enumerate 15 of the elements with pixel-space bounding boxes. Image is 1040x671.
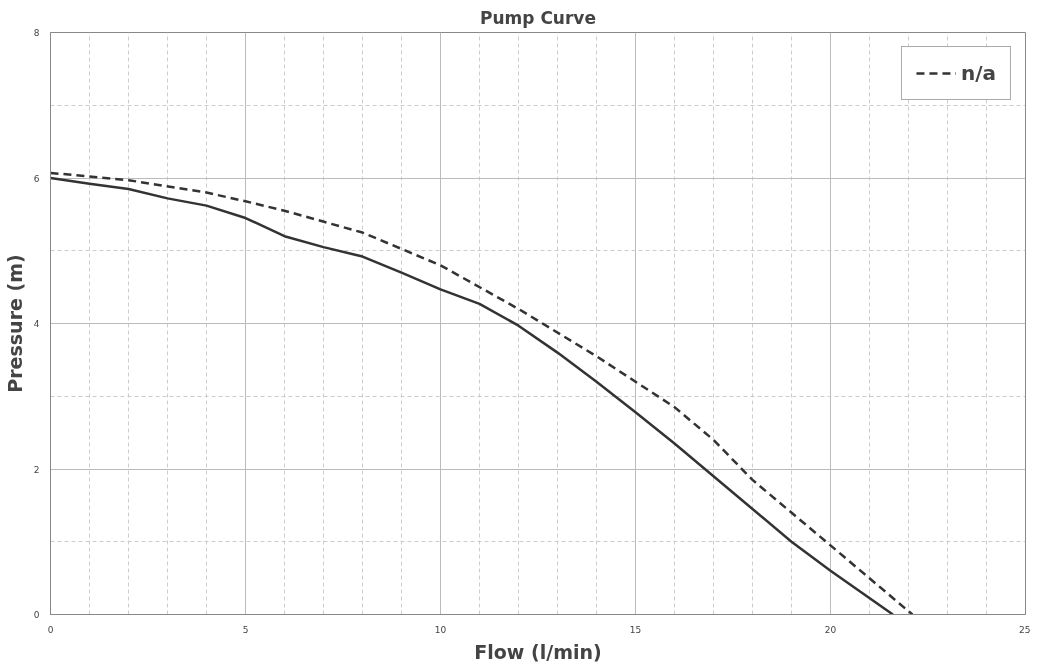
x-tick-label: 25 xyxy=(1019,624,1031,635)
y-axis-title: Pressure (m) xyxy=(3,254,26,393)
chart-title: Pump Curve xyxy=(480,7,596,28)
x-tick-label: 10 xyxy=(434,624,447,635)
x-tick-label: 0 xyxy=(47,624,54,635)
x-tick-label: 5 xyxy=(242,624,249,635)
y-tick-label: 2 xyxy=(33,464,40,475)
x-tick-label: 15 xyxy=(629,624,642,635)
y-tick-label: 0 xyxy=(33,610,40,620)
y-tick-label: 6 xyxy=(33,173,40,184)
legend-label: n/a xyxy=(960,61,996,85)
x-axis-title: Flow (l/min) xyxy=(474,640,602,663)
x-tick-label: 20 xyxy=(824,624,837,635)
y-tick-label: 4 xyxy=(33,319,40,329)
y-tick-label: 8 xyxy=(33,28,40,38)
